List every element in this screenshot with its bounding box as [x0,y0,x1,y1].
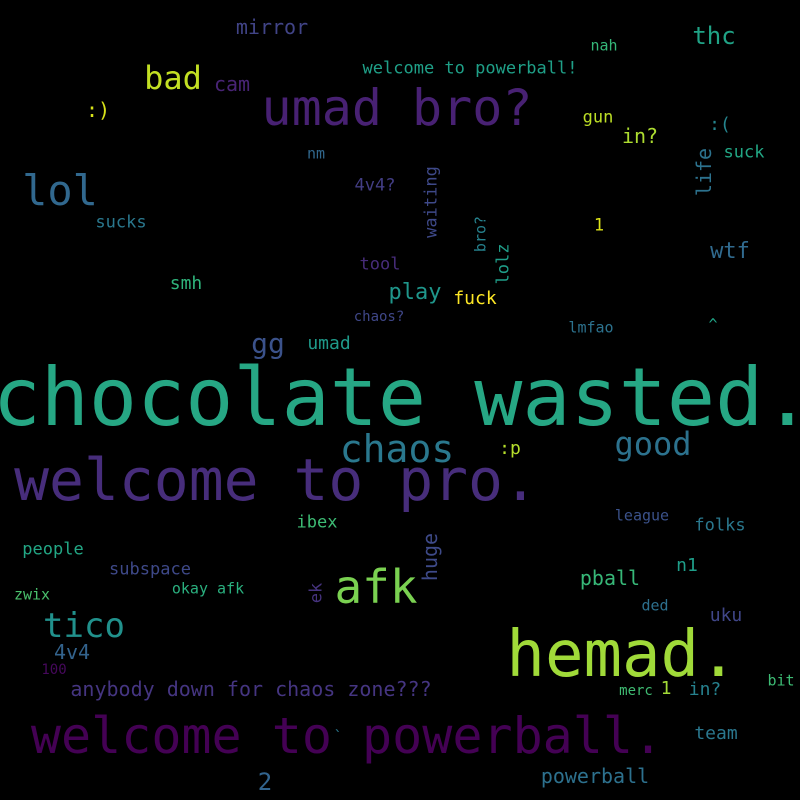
word: suck [723,142,765,163]
word: :( [709,114,731,135]
word: play [388,280,442,305]
word: bit [767,671,795,690]
word: ibex [296,512,338,533]
word: gun [582,107,614,128]
word: lmfao [568,318,614,337]
word: in? [621,124,659,148]
word: nm [306,144,326,163]
word: welcome to pro. [14,446,538,514]
word: mirror [235,15,309,39]
word: zwix [13,585,51,604]
word: welcome to powerball! [362,58,578,79]
word: merc [619,683,653,699]
word: umad [307,333,351,354]
word: chaos? [353,309,405,325]
word: huge [418,532,442,582]
word: :p [499,438,521,459]
word: tico [43,606,125,646]
word: :) [85,98,111,122]
word: 100 [41,662,67,678]
word: smh [169,273,203,294]
word: 2 [257,768,273,796]
word: bad [144,59,202,97]
word: ^ [708,315,718,334]
word: team [694,723,738,744]
word: 4v4? [354,175,396,196]
word: waiting [421,166,442,238]
word: life [692,147,716,197]
word: subspace [109,559,191,580]
word: league [614,506,670,525]
word: ek [306,582,327,604]
word: people [22,539,84,560]
word: in? [688,679,722,700]
word: lol [22,166,98,215]
word: uku [709,605,743,626]
word: n1 [676,555,698,576]
word: good [614,425,692,463]
word: sucks [95,212,147,233]
word: bro? [471,215,490,253]
word: 1 [660,678,672,699]
word: ded [641,596,669,615]
word: ` [333,727,343,746]
word: folks [694,515,746,536]
word: afk [334,560,418,614]
word: cam [213,72,251,96]
word: hemad. [506,618,738,692]
word: chaos [339,427,455,471]
word: pball [579,566,641,590]
word: umad bro? [261,79,533,137]
word: tool [359,254,401,275]
word: 1 [593,215,605,236]
word: wtf [710,239,750,264]
word: welcome to powerball. [30,707,664,765]
word: anybody down for chaos zone??? [70,677,432,701]
word: chocolate wasted. [0,351,800,444]
word: okay afk [171,579,245,598]
word: gg [251,327,285,360]
word: nah [590,36,618,55]
word: powerball [540,764,650,788]
word: thc [692,22,736,50]
word: lolz [493,243,514,285]
word: 4v4 [53,640,91,664]
word: fuck [453,288,497,309]
